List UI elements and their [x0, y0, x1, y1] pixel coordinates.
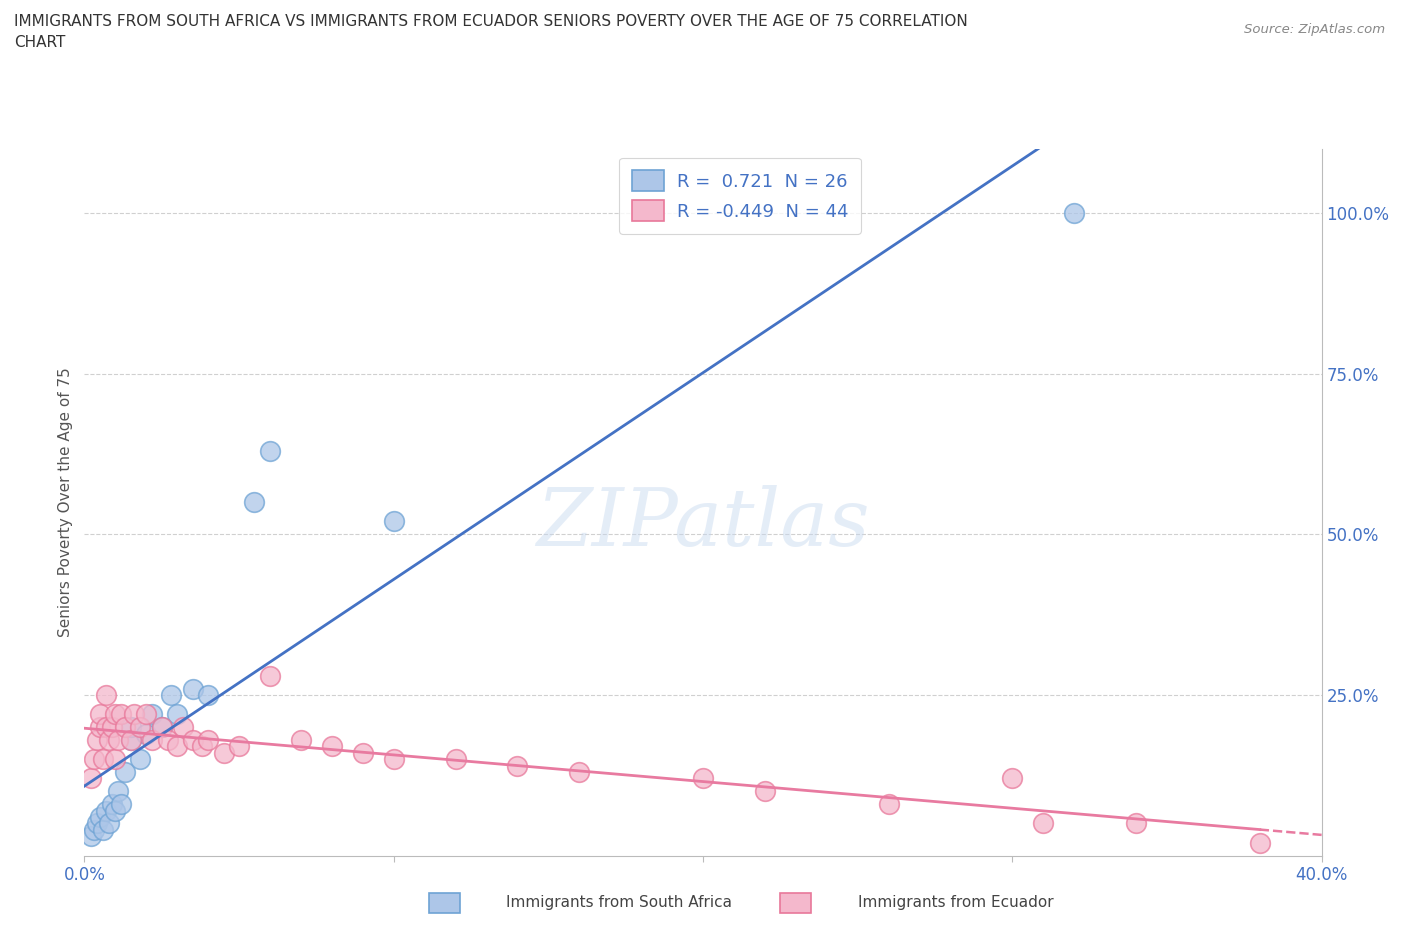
Point — [1032, 816, 1054, 830]
Point — [321, 739, 343, 754]
Point — [120, 733, 142, 748]
Point — [692, 771, 714, 786]
Point — [104, 751, 127, 766]
Point — [104, 804, 127, 818]
Point — [352, 745, 374, 760]
Point — [110, 797, 132, 812]
Point — [122, 707, 145, 722]
Point — [150, 720, 173, 735]
Point — [150, 720, 173, 735]
Point — [141, 733, 163, 748]
Point — [91, 822, 114, 837]
Point — [506, 758, 529, 773]
Point — [160, 687, 183, 702]
Text: IMMIGRANTS FROM SOUTH AFRICA VS IMMIGRANTS FROM ECUADOR SENIORS POVERTY OVER THE: IMMIGRANTS FROM SOUTH AFRICA VS IMMIGRAN… — [14, 14, 967, 29]
Point — [382, 751, 405, 766]
Legend: R =  0.721  N = 26, R = -0.449  N = 44: R = 0.721 N = 26, R = -0.449 N = 44 — [619, 158, 860, 233]
Point — [135, 707, 157, 722]
Point — [110, 707, 132, 722]
Point — [107, 733, 129, 748]
Point — [191, 739, 214, 754]
Point — [166, 707, 188, 722]
Point — [86, 816, 108, 830]
Text: ZIPatlas: ZIPatlas — [536, 485, 870, 562]
Point — [114, 720, 136, 735]
Point — [94, 804, 117, 818]
Point — [129, 720, 152, 735]
Point — [107, 784, 129, 799]
Point — [120, 733, 142, 748]
Point — [243, 495, 266, 510]
Point — [166, 739, 188, 754]
Point — [156, 733, 179, 748]
Point — [382, 514, 405, 529]
Text: Source: ZipAtlas.com: Source: ZipAtlas.com — [1244, 23, 1385, 36]
Point — [181, 681, 204, 696]
Point — [1063, 206, 1085, 220]
Point — [754, 784, 776, 799]
Text: Immigrants from South Africa: Immigrants from South Africa — [506, 895, 733, 910]
Point — [181, 733, 204, 748]
Point — [86, 733, 108, 748]
Point — [98, 733, 121, 748]
Text: CHART: CHART — [14, 35, 66, 50]
Point — [877, 797, 900, 812]
Point — [89, 810, 111, 825]
Point — [197, 733, 219, 748]
Point — [98, 816, 121, 830]
Point — [141, 707, 163, 722]
Point — [94, 687, 117, 702]
Point — [83, 751, 105, 766]
Point — [172, 720, 194, 735]
Point — [1249, 835, 1271, 850]
Point — [1125, 816, 1147, 830]
Point — [568, 764, 591, 779]
Point — [120, 720, 142, 735]
Point — [1001, 771, 1024, 786]
Point — [94, 720, 117, 735]
Point — [104, 707, 127, 722]
Point — [259, 669, 281, 684]
Point — [83, 822, 105, 837]
Text: Immigrants from Ecuador: Immigrants from Ecuador — [858, 895, 1053, 910]
Point — [114, 764, 136, 779]
Point — [89, 707, 111, 722]
Point — [259, 444, 281, 458]
Point — [228, 739, 250, 754]
Point — [129, 751, 152, 766]
Point — [212, 745, 235, 760]
Point — [101, 720, 124, 735]
Point — [444, 751, 467, 766]
Point — [101, 797, 124, 812]
Point — [290, 733, 312, 748]
Point — [135, 726, 157, 741]
Point — [197, 687, 219, 702]
Point — [89, 720, 111, 735]
Y-axis label: Seniors Poverty Over the Age of 75: Seniors Poverty Over the Age of 75 — [58, 367, 73, 637]
Point — [79, 771, 101, 786]
Point — [79, 829, 101, 844]
Point — [91, 751, 114, 766]
